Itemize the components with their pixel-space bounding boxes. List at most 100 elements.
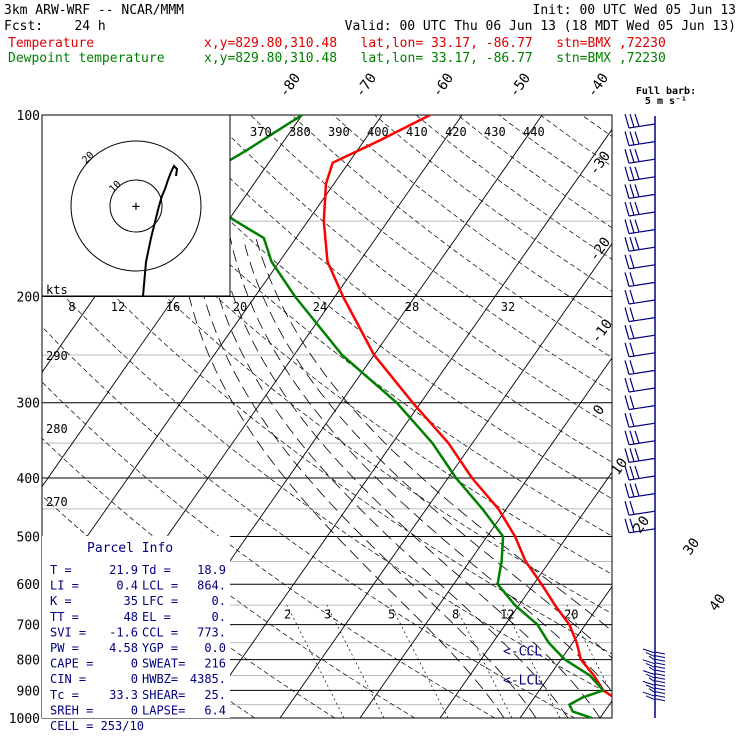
theta-label: 410 (406, 125, 428, 139)
dry-adiabat-line (42, 218, 612, 655)
theta-label: 430 (484, 125, 506, 139)
isotherm-label: -40 (584, 70, 612, 100)
dry-adiabat-line (498, 115, 612, 198)
parcel-info-title: Parcel Info (87, 541, 173, 556)
moist-adiabat-line (204, 238, 569, 718)
wind-barb (624, 377, 656, 393)
parcel-info-key: Td = (142, 563, 171, 577)
parcel-info-key: LI = (50, 579, 79, 593)
hodograph-units-label: kts (46, 283, 68, 297)
hodograph-axis-label: 16 (166, 300, 180, 314)
parcel-info-value: 33.3 (109, 688, 138, 702)
parcel-info-key: EL = (142, 610, 171, 624)
wind-barb (624, 395, 656, 411)
parcel-info-value: 6.4 (204, 703, 226, 717)
parcel-info-value: 216 (204, 657, 226, 671)
parcel-info-box (42, 536, 230, 718)
isotherm-label: 20 (630, 513, 653, 536)
moist-adiabat-line (217, 238, 601, 718)
hodograph-axis-label: 32 (501, 300, 515, 314)
isotherm-label: -60 (429, 70, 457, 100)
parcel-info-key: SWEAT= (142, 657, 185, 671)
valid-time: Valid: 00 UTC Thu 06 Jun 13 (18 MDT Wed … (344, 19, 736, 34)
mixing-ratio-line (286, 605, 345, 718)
parcel-info-value: 48 (124, 610, 138, 624)
parcel-info-value: 0 (131, 672, 138, 686)
dry-adiabat-line (457, 115, 612, 229)
mixing-ratio-label: 3 (324, 608, 331, 622)
theta-left-label: 270 (46, 495, 68, 509)
init-time: Init: 00 UTC Wed 05 Jun 13 (532, 3, 737, 18)
dry-adiabat-line (250, 115, 612, 393)
hodograph-origin-marker: + (132, 199, 140, 215)
parcel-info-key: T = (50, 563, 72, 577)
mixing-ratio-label: 8 (452, 608, 459, 622)
wind-barb (624, 448, 656, 463)
low-level-wind-barb (642, 648, 666, 655)
parcel-info-value: 4.58 (109, 641, 138, 655)
wind-barb (624, 131, 656, 147)
mixing-ratio-label: 5 (388, 608, 395, 622)
isotherm-line (279, 242, 612, 718)
isotherm-line (42, 115, 383, 602)
theta-label: 390 (328, 125, 350, 139)
pressure-tick-label: 700 (17, 619, 40, 634)
mixing-ratio-line (502, 605, 561, 718)
wind-barb (624, 237, 656, 252)
isotherm-label: 0 (590, 402, 608, 418)
isotherm-label: -30 (586, 148, 614, 178)
parcel-info-value: 0 (131, 703, 138, 717)
level-marker-label: <-LCL (503, 674, 542, 689)
hodograph-axis-label: 12 (111, 300, 125, 314)
model-title: 3km ARW-WRF -- NCAR/MMM (4, 3, 185, 18)
wind-barb (624, 272, 656, 287)
wind-barb (624, 483, 656, 499)
hodograph-ring-inner (109, 179, 163, 233)
parcel-info-key: SHEAR= (142, 688, 185, 702)
dry-adiabat-line (42, 165, 612, 614)
parcel-info-key: SREH = (50, 703, 93, 717)
low-level-wind-barb (642, 670, 666, 677)
wind-barb (624, 149, 656, 164)
low-level-wind-barb (645, 695, 666, 702)
parcel-info-key: LFC = (142, 594, 178, 608)
parcel-info-value: -1.6 (109, 625, 138, 639)
dry-adiabat-line (42, 437, 415, 718)
parcel-info-value: 18.9 (197, 563, 226, 577)
parcel-info-key: HWBZ= (142, 672, 178, 686)
pressure-tick-label: 300 (17, 397, 40, 412)
theta-left-label: 290 (46, 349, 68, 363)
wind-barb (624, 166, 656, 182)
parcel-info-key: CAPE = (50, 657, 93, 671)
moist-adiabat-line (191, 238, 537, 718)
parcel-info-value: 0.4 (116, 579, 138, 593)
mixing-ratio-label: 2 (284, 608, 291, 622)
low-level-wind-barb (645, 684, 666, 691)
dry-adiabat-line (42, 381, 495, 718)
parcel-info-value: 864. (197, 579, 226, 593)
hodograph-axis-label: 20 (233, 300, 247, 314)
wind-barb (624, 413, 656, 428)
parcel-info-value: 773. (197, 625, 226, 639)
wind-barb (624, 254, 656, 270)
parcel-info-value: 4385. (190, 672, 226, 686)
isotherm-label: -20 (586, 234, 614, 264)
pressure-tick-label: 900 (17, 684, 40, 699)
hodograph-axis-label: 8 (68, 300, 75, 314)
low-level-wind-barb (648, 677, 666, 684)
parcel-info-key: LAPSE= (142, 703, 185, 717)
parcel-info-key: TT = (50, 610, 79, 624)
temperature-legend-label: Temperature (8, 36, 95, 51)
wind-barb (624, 307, 656, 323)
moist-adiabat-line (242, 237, 612, 659)
level-marker-label: <-CCL (503, 645, 542, 660)
parcel-info-key: CCL = (142, 625, 178, 639)
dry-adiabat-line (332, 115, 612, 325)
isotherm-line (42, 115, 303, 488)
mixing-ratio-line (326, 605, 385, 718)
pressure-tick-label: 600 (17, 578, 40, 593)
parcel-info-value: 0 (131, 657, 138, 671)
low-level-wind-barb (642, 691, 666, 698)
dry-adiabat-line (167, 115, 612, 463)
